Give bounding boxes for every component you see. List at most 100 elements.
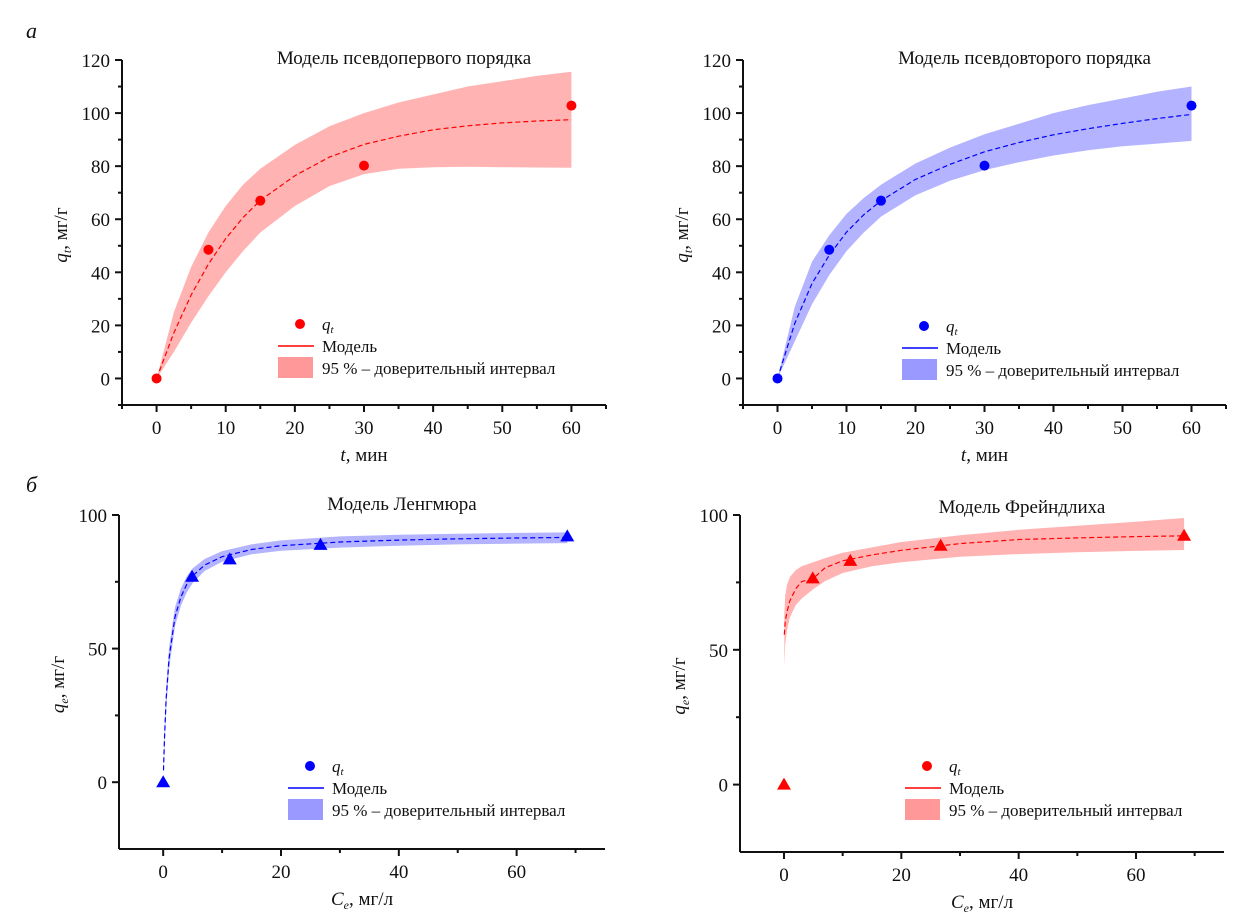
data-point (805, 571, 820, 584)
legend-label-model: Модель (946, 339, 1001, 358)
legend-marker-icon (919, 321, 929, 331)
confidence-band (777, 86, 1192, 379)
data-point (933, 538, 948, 551)
y-tick-label: 50 (88, 640, 107, 661)
y-tick-label: 120 (703, 51, 732, 72)
legend-label-var: q (322, 315, 331, 334)
chart-pseudo-first-order: 0 10 20 30 40 50 60 0 20 40 60 80 100 120 Модель псевд… (51, 48, 607, 466)
model-curve (783, 535, 1185, 635)
y-axis-sub: t (60, 249, 74, 253)
y-axis-sub: e (678, 699, 692, 705)
y-tick-label: 20 (712, 316, 731, 337)
x-axis-title: t, мин (340, 445, 387, 466)
x-tick-label: 40 (389, 862, 408, 883)
legend-label-sub: t (958, 766, 962, 778)
x-axis-title: t, мин (961, 445, 1008, 466)
x-tick-label: 0 (152, 418, 162, 439)
y-tick-label: 60 (91, 210, 110, 231)
legend-band-swatch (288, 799, 323, 820)
data-point (824, 244, 835, 255)
data-point (313, 537, 328, 550)
x-tick-label: 40 (1009, 865, 1028, 886)
x-tick-label: 20 (906, 418, 925, 439)
x-tick-label: 0 (779, 865, 789, 886)
x-tick-label: 20 (892, 865, 911, 886)
chart-pseudo-second-order: 0 10 20 30 40 50 60 0 20 40 60 80 100 120 Модель псевд… (672, 48, 1227, 466)
x-tick-label: 50 (493, 418, 512, 439)
y-axis-unit: , мг/г (669, 657, 690, 700)
x-tick-label: 0 (158, 862, 168, 883)
x-axis-sub: e (344, 898, 350, 912)
legend-label-var: q (332, 757, 341, 776)
legend-band-swatch (902, 359, 937, 380)
x-tick-label: 60 (1182, 418, 1201, 439)
y-axis-sub: e (57, 698, 71, 704)
x-axis-unit: , мг/л (969, 892, 1014, 913)
x-tick-label: 20 (285, 418, 304, 439)
x-tick-label: 30 (975, 418, 994, 439)
legend-marker-icon (922, 761, 932, 771)
data-point (876, 195, 886, 206)
y-tick-label: 0 (101, 369, 111, 390)
legend-label-model: Модель (322, 337, 377, 356)
x-axis-var: C (331, 889, 344, 910)
legend-label-band: 95 % – доверительный интервал (949, 801, 1183, 820)
legend-label-sub: t (331, 324, 335, 336)
legend-band-swatch (278, 357, 313, 378)
y-axis-title: qe, мг/г (48, 656, 71, 713)
data-point (1186, 100, 1197, 111)
legend-marker-icon (305, 761, 315, 771)
x-axis-var: t (340, 445, 346, 466)
model-curve (162, 536, 568, 771)
data-point (843, 553, 858, 566)
legend-label-marker: qt (332, 757, 345, 778)
legend-label-band: 95 % – доверительный интервал (946, 361, 1180, 380)
y-tick-label: 50 (709, 641, 728, 662)
confidence-band (784, 518, 1185, 666)
data-point (772, 373, 783, 384)
y-tick-label: 100 (703, 104, 732, 125)
data-point (566, 100, 577, 111)
panel-letter-b: б (26, 472, 38, 497)
data-point (1177, 528, 1192, 541)
legend-label-band: 95 % – доверительный интервал (332, 801, 566, 820)
data-point (222, 552, 237, 565)
model-curve (156, 119, 572, 379)
legend-marker-icon (295, 319, 305, 329)
x-axis-title: Ce, мг/л (331, 889, 394, 912)
legend-label-band: 95 % – доверительный интервал (322, 359, 556, 378)
data-point (203, 244, 214, 255)
y-tick-label: 20 (91, 316, 110, 337)
chart-title: Модель псевдопервого порядка (277, 48, 532, 69)
model-curve (776, 113, 1192, 379)
x-tick-label: 10 (837, 418, 856, 439)
x-tick-label: 30 (355, 418, 374, 439)
x-axis-title: Ce, мг/л (951, 892, 1014, 915)
y-axis-sub: t (681, 249, 695, 253)
y-axis-title: qe, мг/г (669, 657, 692, 714)
y-axis-unit: , мг/г (48, 656, 69, 699)
x-axis-var: C (951, 892, 964, 913)
chart-title: Модель псевдовторого порядка (898, 48, 1151, 69)
data-point (777, 777, 791, 790)
y-axis-var: q (672, 253, 693, 263)
y-tick-label: 100 (82, 104, 111, 125)
x-axis-unit: , мин (966, 445, 1008, 466)
y-tick-label: 80 (712, 157, 731, 178)
x-axis-var: t (961, 445, 967, 466)
legend-label-marker: qt (946, 317, 959, 338)
data-point (560, 529, 575, 542)
legend-label-var: q (949, 757, 958, 776)
y-axis-title: qt, мг/г (672, 207, 695, 262)
y-tick-label: 0 (722, 369, 732, 390)
y-tick-label: 100 (700, 506, 729, 527)
y-axis-var: q (669, 705, 690, 715)
y-tick-label: 60 (712, 210, 731, 231)
x-tick-label: 50 (1113, 418, 1132, 439)
data-point (185, 569, 200, 582)
chart-title: Модель Ленгмюра (327, 494, 477, 515)
x-tick-label: 10 (216, 418, 235, 439)
